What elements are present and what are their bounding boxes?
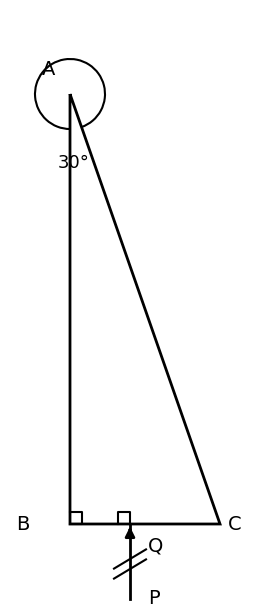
Text: 30°: 30° [58, 154, 90, 172]
Text: A: A [42, 60, 55, 79]
Text: C: C [228, 515, 242, 534]
Text: Q: Q [148, 536, 163, 555]
Text: P: P [148, 589, 160, 608]
Text: B: B [17, 515, 30, 534]
